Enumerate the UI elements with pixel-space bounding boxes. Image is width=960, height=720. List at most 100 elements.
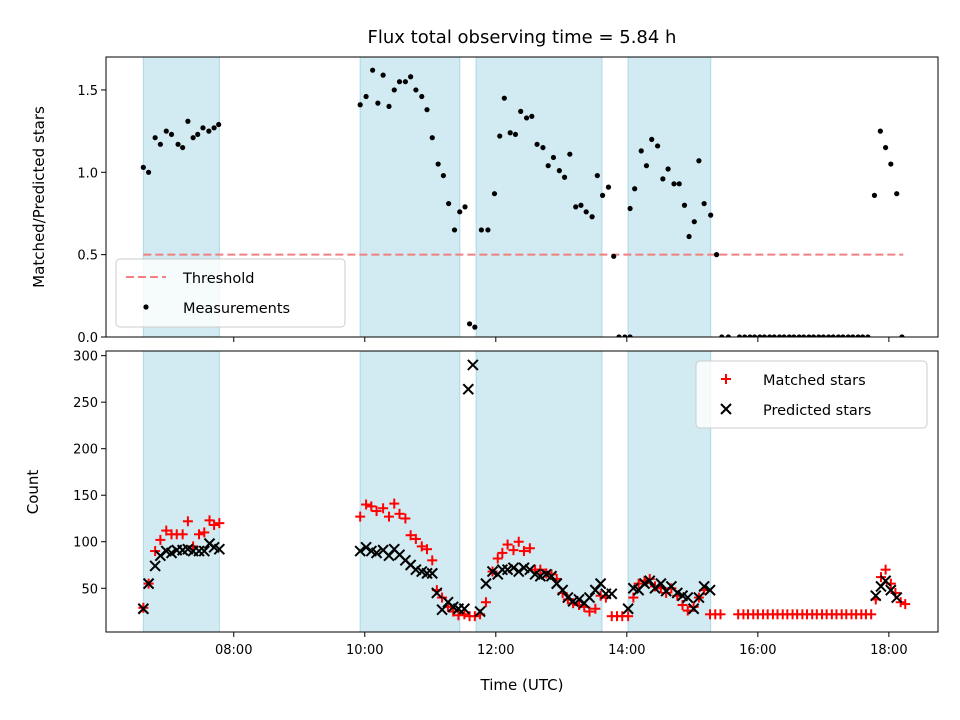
matched-stars-point [155,534,166,545]
matched-stars-point [389,498,400,509]
measurement-point [472,324,478,330]
measurement-point [363,93,369,100]
measurement-point [157,141,163,147]
observing-interval-bands [142,57,712,337]
predicted-stars-point [370,547,383,559]
predicted-stars-point [137,603,150,615]
measurement-point [413,87,419,93]
measurement-point [751,334,758,337]
count-panel: 50 100 150 200 250 300 08:00 10:00 12:00 14:00 16… [24,350,939,694]
ratio-legend-box [115,258,346,328]
measurement-point [845,334,851,337]
measurement-point [396,79,403,85]
measurement-point [545,163,551,169]
predicted-stars-point [426,567,438,580]
predicted-stars-point [480,577,492,590]
predicted-stars-point [562,591,574,604]
measurement-point [638,148,644,154]
measurement-point [860,334,866,337]
measurement-point [719,334,725,337]
y-tick-label: 0.5 [77,249,98,264]
x-tick-label: 12:00 [477,643,514,658]
measurement-point [200,125,206,131]
matched-stars-point [518,546,529,557]
measurement-point [713,252,720,258]
y-tick-label: 200 [73,443,98,458]
measurement-point [820,334,826,337]
measurement-point [440,172,446,179]
measurement-point [871,192,878,198]
x-tick-label: 18:00 [870,643,907,658]
matched-stars-point [410,533,421,544]
observing-interval-band [627,57,712,337]
matched-stars-point [590,603,601,614]
measurement-point [691,219,697,225]
measurement-point [865,334,871,337]
measurement-point [550,154,557,161]
measurement-point [649,136,655,142]
y-tick-label: 0.0 [77,331,98,346]
count-y-ticks: 50 100 150 200 250 300 [73,350,106,597]
measurement-point [761,334,767,337]
measurement-point [786,334,792,337]
predicted-stars-point [198,545,210,557]
measurement-point [589,214,595,220]
measurement-point [357,102,363,108]
ratio-panel: 0.0 0.5 1.0 1.5 Matched/Predicted stars Thr… [30,56,939,346]
ratio-y-axis-label: Matched/Predicted stars [30,106,48,288]
measurement-point [402,79,408,85]
y-tick-label: 50 [81,582,98,597]
measurement-point [391,87,397,93]
measurement-point [429,135,435,141]
legend-predicted-marker [720,403,732,415]
measurement-point [767,334,773,337]
measurement-point [140,164,146,170]
matched-stars-point [459,609,470,620]
count-legend-box [695,360,928,429]
legend-measurements-swatch [143,304,149,310]
measurement-point [781,334,787,337]
measurement-point [825,334,832,337]
predicted-stars-point [421,567,433,580]
predicted-stars-point [513,565,525,578]
measurement-point [882,144,889,151]
observing-interval-bands [142,351,712,632]
measurement-point [163,128,169,134]
measurement-point [446,200,452,207]
measurement-point [180,144,186,151]
measurement-point [776,334,783,337]
predicted-stars-point [496,563,509,576]
y-tick-label: 1.5 [77,84,98,99]
measurement-point [540,144,546,151]
measurement-point [835,334,842,337]
matched-stars-point [416,541,427,552]
measurement-point [507,130,513,136]
matched-stars-point [866,609,877,620]
y-tick-label: 1.0 [77,166,98,181]
measurement-point [796,334,802,337]
count-x-ticks: 08:00 10:00 12:00 14:00 16:00 18:00 [215,632,908,658]
predicted-stars-point [545,570,558,582]
measurement-point [830,334,836,337]
predicted-stars-point [436,603,448,616]
predicted-stars-point [606,588,618,600]
measurement-point [660,176,666,182]
measurement-point [578,202,584,208]
measurement-point [599,192,606,198]
predicted-stars-point [142,577,155,590]
matched-stars-point [209,519,220,530]
measurement-point [370,67,376,73]
measurement-point [622,334,628,337]
measurement-point [791,334,797,337]
matched-stars-point [394,508,405,519]
observing-interval-band [475,57,603,337]
predicted-stars-point [622,603,634,615]
matched-stars-point [480,597,491,608]
measurement-point [561,174,568,180]
matched-stars-point [182,516,193,527]
measurement-point [616,334,622,337]
legend-predicted-swatch [720,403,732,415]
matched-stars-point [524,543,535,554]
matched-stars-point [584,606,595,617]
measurement-point [894,191,900,197]
